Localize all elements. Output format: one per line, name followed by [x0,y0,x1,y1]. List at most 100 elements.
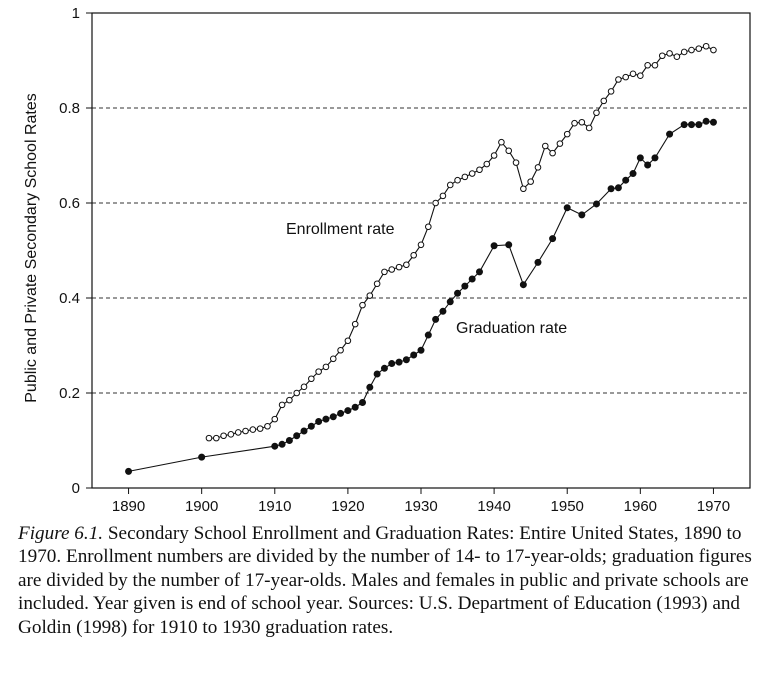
enrollment-rate-point [644,61,651,69]
enrollment-rate-point [315,368,322,375]
graduation-rate-point [475,268,483,276]
y-tick-label: 0.6 [59,195,80,212]
enrollment-rate-point [658,52,666,60]
graduation-rate-point [337,409,345,417]
graduation-rate-annotation: Graduation rate [456,320,567,337]
graduation-rate-point [563,204,571,212]
enrollment-rate-point [710,46,717,54]
x-tick-label: 1900 [185,498,218,515]
figure-caption: Figure 6.1. Secondary School Enrollment … [18,522,763,639]
graduation-rate-point [614,184,622,192]
enrollment-rate-point [227,431,235,438]
graduation-rate-point [125,467,133,475]
enrollment-rate-point [381,268,388,276]
graduation-rate-point [644,161,652,169]
graduation-rate-point [395,358,403,366]
enrollment-rate-point [476,166,483,174]
enrollment-rate-point [666,50,673,57]
enrollment-rate-point [300,383,308,391]
enrollment-rate-point [410,251,417,259]
enrollment-rate-point [446,181,454,189]
x-tick-label: 1940 [477,498,510,515]
graduation-rate-point [271,442,279,450]
x-tick-label: 1920 [331,498,364,515]
axes [91,12,751,489]
enrollment-rate-point [212,434,220,442]
graduation-rate-point [592,200,600,208]
graduation-rate-point [607,185,615,193]
enrollment-rate-point [651,61,659,69]
graduation-rate-point [344,407,352,415]
figure-label: Figure 6.1. [18,523,104,544]
enrollment-rate-point [256,425,264,432]
enrollment-rate-point [673,53,681,61]
graduation-rate-point [315,417,323,425]
graduation-rate-point [198,453,206,461]
graduation-rate-point [424,331,432,339]
enrollment-rate-point [556,140,564,147]
enrollment-rate-point [432,199,439,207]
x-tick-label: 1950 [551,498,584,515]
enrollment-rate-point [249,426,257,433]
x-tick-label: 1960 [624,498,657,515]
enrollment-rate-point [534,164,542,171]
graduation-rate-line [128,120,714,472]
x-tick-label: 1930 [404,498,437,515]
enrollment-rate-point [505,147,513,155]
enrollment-rate-point [615,76,622,83]
graduation-rate-point [651,154,659,162]
enrollment-rate-point [234,429,242,436]
graduation-rate-point [300,427,308,435]
enrollment-rate-point [520,185,527,193]
enrollment-rate-point [483,160,491,168]
enrollment-rate-point [293,389,301,397]
graduation-rate-point [410,351,418,359]
enrollment-rate-point [585,124,593,132]
graduation-rate-point [519,281,527,289]
enrollment-rate-point [607,88,615,95]
enrollment-rate-point [395,263,403,271]
enrollment-rate-point [278,401,286,409]
enrollment-rate-point [629,70,637,78]
graduation-rate-point [490,242,498,250]
graduation-rate-point [666,130,674,138]
graduation-rate-point [439,307,447,315]
graduation-rate-point [417,346,425,354]
gridlines [92,107,750,394]
enrollment-rate-point [329,355,337,363]
x-tick-label: 1970 [697,498,730,515]
enrollment-rate-series [205,42,717,442]
y-tick-label: 0.2 [59,385,80,402]
enrollment-rate-point [468,170,476,177]
graduation-rate-point [293,432,301,440]
enrollment-rate-point [271,415,279,423]
enrollment-rate-point [322,363,330,371]
enrollment-rate-point [220,432,227,440]
enrollment-rate-point [425,223,432,231]
enrollment-rate-point [637,72,644,79]
x-axis-ticks: 1890 1900 1910 1920 1930 1940 1950 1960 1970 [112,488,730,515]
graduation-rate-point [468,275,476,283]
enrollment-rate-point [695,45,703,52]
enrollment-rate-point [541,142,549,150]
enrollment-rate-point [351,320,359,328]
graduation-rate-point [461,282,469,290]
graduation-rate-point [351,403,359,411]
graduation-rate-point [629,170,637,178]
graduation-rate-point [702,117,710,125]
graduation-rate-point [534,258,542,266]
graduation-rate-point [278,440,286,448]
x-tick-label: 1910 [258,498,291,515]
enrollment-rate-point [702,42,710,50]
enrollment-rate-point [344,337,352,345]
enrollment-rate-point [622,73,630,81]
y-tick-label: 1 [72,5,80,22]
graduation-rate-point [636,154,644,162]
graduation-rate-point [578,211,586,219]
enrollment-rate-point [264,422,271,430]
x-tick-label: 1890 [112,498,145,515]
graduation-rate-point [307,422,315,430]
graduation-rate-point [622,176,630,184]
graduation-rate-point [505,241,513,249]
graduation-rate-point [366,383,374,391]
